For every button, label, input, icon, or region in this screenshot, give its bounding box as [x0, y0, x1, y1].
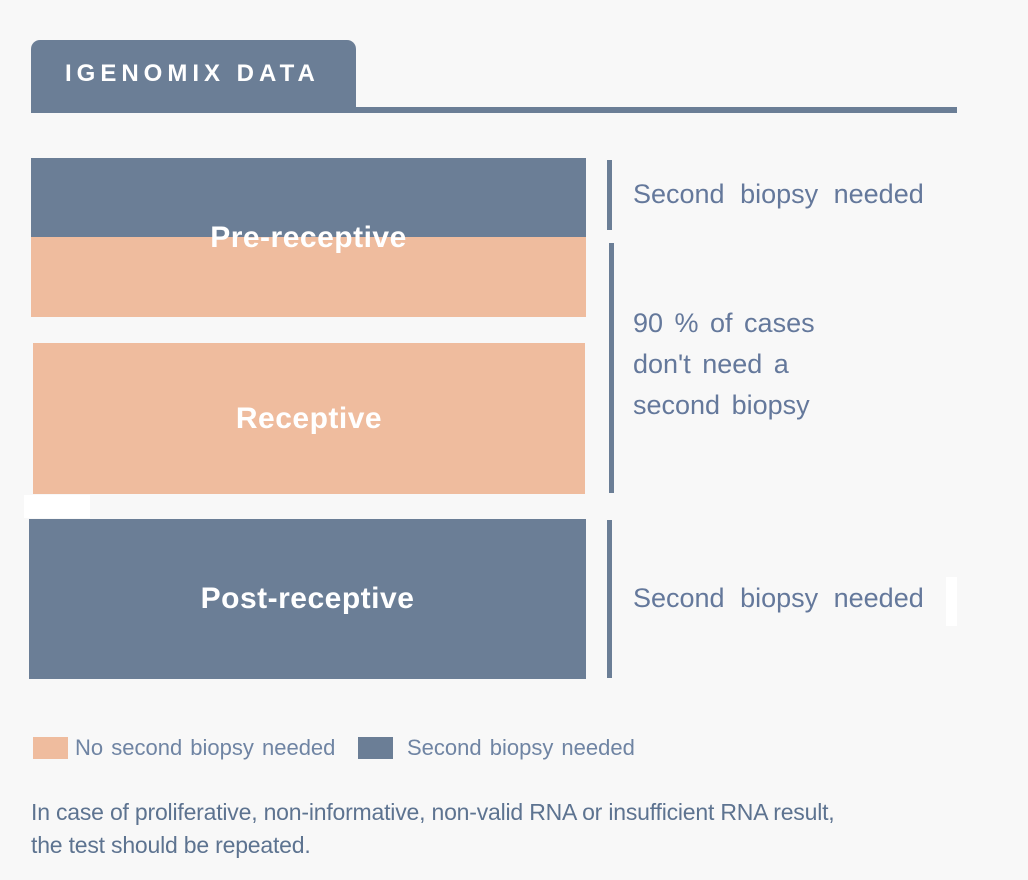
- divider-line-top: [607, 160, 612, 230]
- annotation-second-biopsy-top: Second biopsy needed: [633, 179, 924, 209]
- footer-note-line2: the test should be repeated.: [31, 832, 311, 858]
- bar-label-receptive: Receptive: [235, 401, 383, 435]
- bar-label-post-receptive: Post-receptive: [200, 582, 415, 615]
- annotation-90-percent-line3: second biopsy: [633, 390, 810, 420]
- legend-swatch-second-biopsy: [358, 737, 393, 759]
- annotation-90-percent: 90 % of cases don't need a second biopsy: [633, 303, 815, 426]
- pre-receptive-no-second-biopsy-segment: [31, 237, 586, 317]
- bar-pre-receptive: Pre-receptive: [31, 158, 586, 317]
- footer-note-line1: In case of proliferative, non-informativ…: [31, 799, 835, 825]
- annotation-90-percent-line2: don't need a: [633, 349, 789, 379]
- pre-receptive-second-biopsy-segment: [31, 158, 586, 237]
- header-underline: [31, 107, 957, 113]
- legend-swatch-no-second-biopsy: [33, 737, 68, 759]
- footer-note: In case of proliferative, non-informativ…: [31, 796, 835, 862]
- annotation-90-percent-line1: 90 % of cases: [633, 308, 815, 338]
- divider-line-middle: [609, 243, 614, 493]
- white-artifact-right: [946, 577, 957, 626]
- bar-post-receptive: Post-receptive: [29, 519, 586, 679]
- header-tab: IGENOMIX DATA: [31, 40, 356, 108]
- legend-label-no-second-biopsy: No second biopsy needed: [75, 735, 336, 760]
- bar-receptive: Receptive: [33, 343, 585, 494]
- bar-label-pre-receptive: Pre-receptive: [210, 220, 407, 254]
- legend-label-second-biopsy: Second biopsy needed: [407, 735, 635, 760]
- white-artifact-left: [24, 495, 90, 518]
- annotation-second-biopsy-bottom: Second biopsy needed: [633, 583, 924, 613]
- page-title: IGENOMIX DATA: [65, 60, 320, 87]
- divider-line-bottom: [607, 520, 612, 678]
